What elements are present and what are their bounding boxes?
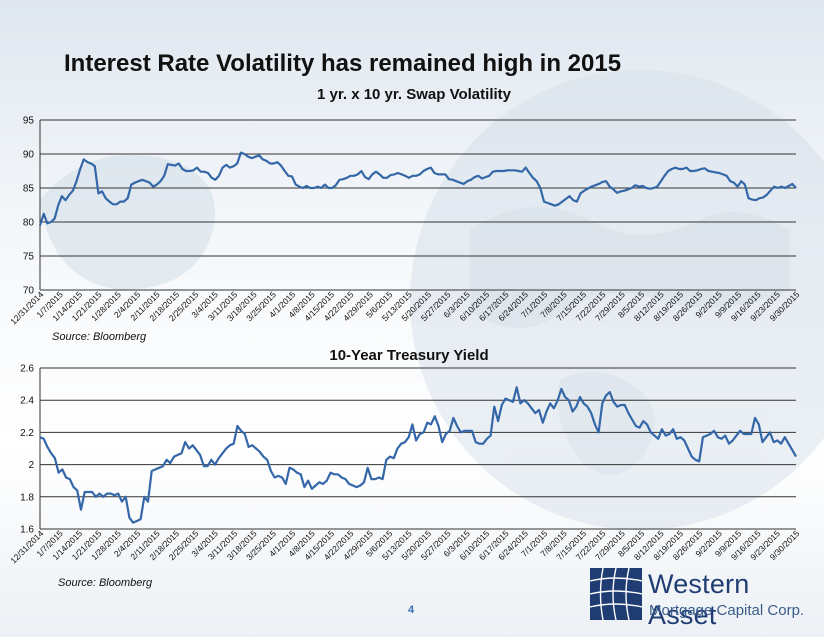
swap-chart-title: 1 yr. x 10 yr. Swap Volatility xyxy=(317,86,512,103)
treasury-y-tick-label: 1.6 xyxy=(20,525,34,536)
treasury-y-tick-label: 2.4 xyxy=(20,396,34,407)
treasury-y-tick-label: 2.6 xyxy=(20,364,34,375)
swap-y-tick-label: 85 xyxy=(23,184,35,195)
treasury-y-tick-label: 2.2 xyxy=(20,428,34,439)
logo-subtitle: Mortgage Capital Corp. xyxy=(649,602,805,619)
swap-series-line xyxy=(38,151,797,226)
source-note-swap: Source: Bloomberg xyxy=(52,331,147,343)
treasury-chart-title: 10-Year Treasury Yield xyxy=(329,347,488,364)
logo-grid-icon xyxy=(589,567,643,621)
treasury-y-tick-label: 1.8 xyxy=(20,492,34,503)
background-globe xyxy=(40,70,824,530)
treasury-series-line xyxy=(39,386,797,524)
swap-y-tick-label: 75 xyxy=(23,252,35,263)
swap-y-tick-label: 90 xyxy=(23,150,35,161)
company-logo: Western Asset Mortgage Capital Corp. xyxy=(589,567,816,630)
swap-y-tick-label: 95 xyxy=(23,116,35,127)
swap-y-tick-label: 70 xyxy=(23,286,35,297)
treasury-y-tick-label: 2 xyxy=(28,460,34,471)
page-number: 4 xyxy=(408,604,415,616)
swap-y-tick-label: 80 xyxy=(23,218,35,229)
page-title: Interest Rate Volatility has remained hi… xyxy=(64,50,622,77)
source-note-treasury: Source: Bloomberg xyxy=(58,577,153,589)
logo-name: Western Asset xyxy=(648,569,750,630)
